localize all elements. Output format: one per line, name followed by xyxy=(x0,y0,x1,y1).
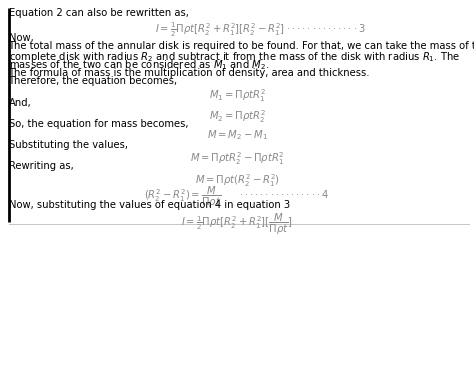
Text: Now, substituting the values of equation 4 in equation 3: Now, substituting the values of equation… xyxy=(9,200,290,210)
Text: Substituting the values,: Substituting the values, xyxy=(9,140,128,150)
Text: Equation 2 can also be rewritten as,: Equation 2 can also be rewritten as, xyxy=(9,8,188,18)
Text: $M_1 = \Pi\rho t R_1^2$: $M_1 = \Pi\rho t R_1^2$ xyxy=(209,87,265,104)
Text: $M_2 = \Pi\rho t R_2^2$: $M_2 = \Pi\rho t R_2^2$ xyxy=(209,108,265,125)
Text: $I = \frac{1}{2}\Pi\rho t[R_2^2 + R_1^2][\dfrac{M}{\Pi\rho t}]$: $I = \frac{1}{2}\Pi\rho t[R_2^2 + R_1^2]… xyxy=(181,212,293,237)
Text: complete disk with radius $R_2$ and subtract it from the mass of the disk with r: complete disk with radius $R_2$ and subt… xyxy=(9,50,460,64)
Text: The total mass of the annular disk is required to be found. For that, we can tak: The total mass of the annular disk is re… xyxy=(9,41,474,51)
Text: Rewriting as,: Rewriting as, xyxy=(9,161,73,171)
Text: So, the equation for mass becomes,: So, the equation for mass becomes, xyxy=(9,119,188,129)
Text: And,: And, xyxy=(9,98,31,108)
Text: $M = \Pi\rho t(R_2^2 - R_1^2)$: $M = \Pi\rho t(R_2^2 - R_1^2)$ xyxy=(194,172,280,189)
Text: Now,: Now, xyxy=(9,33,33,43)
Text: $(R_2^2 - R_1^2) = \dfrac{M}{\Pi\rho t} \;\;\;\;\;\;\;\cdotp\cdotp\cdotp\cdotp\c: $(R_2^2 - R_1^2) = \dfrac{M}{\Pi\rho t} … xyxy=(145,185,329,210)
Text: The formula of mass is the multiplication of density, area and thickness.: The formula of mass is the multiplicatio… xyxy=(9,68,370,78)
Text: $I = \frac{1}{2}\Pi\rho t[R_2^2 + R_1^2][R_2^2 - R_1^2] \;\cdotp\cdotp\cdotp\cdo: $I = \frac{1}{2}\Pi\rho t[R_2^2 + R_1^2]… xyxy=(155,21,366,39)
Text: $M = \Pi\rho t R_2^2 - \Pi\rho t R_1^2$: $M = \Pi\rho t R_2^2 - \Pi\rho t R_1^2$ xyxy=(190,150,284,167)
Text: masses of the two can be considered as $M_1$ and $M_2$.: masses of the two can be considered as $… xyxy=(9,59,269,72)
Text: $M = M_2 - M_1$: $M = M_2 - M_1$ xyxy=(207,129,267,142)
Text: Therefore, the equation becomes,: Therefore, the equation becomes, xyxy=(9,76,178,87)
